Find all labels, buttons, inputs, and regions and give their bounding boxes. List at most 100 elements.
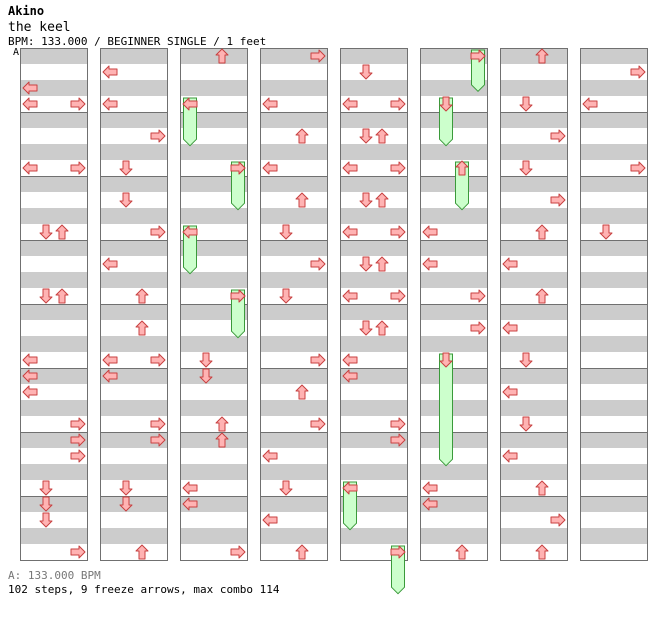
arrow-shape (390, 433, 406, 447)
freeze-arrow (391, 545, 405, 595)
arrow-right-icon (70, 449, 86, 463)
arrow-left-icon (102, 369, 118, 383)
arrow-shape (102, 97, 118, 111)
measure-line (260, 176, 328, 177)
measure-line (420, 432, 488, 433)
arrow-right-icon (390, 433, 406, 447)
freeze-arrow (183, 225, 197, 275)
measure-line (180, 112, 248, 113)
measure-line (340, 496, 408, 497)
arrow-shape (599, 224, 613, 240)
arrow-shape (39, 496, 53, 512)
arrow-shape (310, 353, 326, 367)
arrow-up-icon (375, 128, 389, 144)
arrow-right-icon (310, 257, 326, 271)
arrow-right-icon (470, 321, 486, 335)
arrow-right-icon (550, 193, 566, 207)
arrow-shape (310, 49, 326, 63)
arrow-down-icon (599, 224, 613, 240)
measure-line (420, 48, 488, 49)
measure-line (500, 432, 568, 433)
arrow-right-icon (150, 225, 166, 239)
arrow-down-icon (199, 368, 213, 384)
measure-line (340, 560, 408, 561)
arrow-shape (359, 320, 373, 336)
arrow-shape (39, 480, 53, 496)
freeze-body (231, 161, 245, 211)
arrow-left-icon (102, 65, 118, 79)
arrow-left-icon (182, 225, 198, 239)
arrow-right-icon (470, 289, 486, 303)
arrow-shape (582, 97, 598, 111)
freeze-body (439, 353, 453, 467)
arrow-up-icon (215, 432, 229, 448)
freeze-arrow (183, 97, 197, 147)
arrow-left-icon (102, 97, 118, 111)
freeze-body (183, 97, 197, 147)
arrow-right-icon (470, 49, 486, 63)
arrow-down-icon (119, 192, 133, 208)
arrow-shape (22, 97, 38, 111)
arrow-shape (519, 160, 533, 176)
arrow-left-icon (342, 161, 358, 175)
arrow-shape (295, 128, 309, 144)
arrow-right-icon (70, 417, 86, 431)
arrow-right-icon (230, 545, 246, 559)
arrow-shape (470, 321, 486, 335)
measure-line (180, 560, 248, 561)
arrow-down-icon (519, 160, 533, 176)
arrow-shape (502, 449, 518, 463)
arrow-shape (342, 353, 358, 367)
arrow-down-icon (439, 352, 453, 368)
arrow-shape (455, 160, 469, 176)
measure-line (420, 176, 488, 177)
arrow-shape (470, 49, 486, 63)
arrow-shape (502, 321, 518, 335)
arrow-down-icon (199, 352, 213, 368)
freeze-body (183, 225, 197, 275)
arrow-right-icon (310, 49, 326, 63)
arrow-left-icon (22, 161, 38, 175)
arrow-shape (39, 512, 53, 528)
measure-line (260, 48, 328, 49)
measure-line (20, 560, 88, 561)
measure-line (500, 240, 568, 241)
freeze-arrow (231, 161, 245, 211)
arrow-down-icon (39, 288, 53, 304)
arrow-shape (535, 48, 549, 64)
arrow-down-icon (279, 224, 293, 240)
arrow-left-icon (342, 481, 358, 495)
arrow-shape (342, 481, 358, 495)
arrow-down-icon (359, 192, 373, 208)
arrow-shape (535, 544, 549, 560)
arrow-shape (310, 417, 326, 431)
arrow-shape (182, 225, 198, 239)
arrow-down-icon (39, 496, 53, 512)
arrow-shape (119, 192, 133, 208)
arrow-shape (119, 160, 133, 176)
arrow-left-icon (502, 321, 518, 335)
arrow-left-icon (422, 481, 438, 495)
measure-line (20, 112, 88, 113)
arrow-left-icon (22, 97, 38, 111)
arrow-shape (70, 449, 86, 463)
arrow-down-icon (359, 128, 373, 144)
measure-line (180, 304, 248, 305)
arrow-right-icon (630, 161, 646, 175)
measure-line (180, 48, 248, 49)
arrow-down-icon (119, 480, 133, 496)
arrow-up-icon (535, 288, 549, 304)
measure-line (420, 112, 488, 113)
arrow-shape (535, 224, 549, 240)
arrow-left-icon (502, 385, 518, 399)
arrow-shape (342, 289, 358, 303)
measure-line (20, 176, 88, 177)
arrow-shape (550, 513, 566, 527)
arrow-down-icon (279, 288, 293, 304)
arrow-shape (55, 224, 69, 240)
arrow-left-icon (22, 369, 38, 383)
arrow-shape (519, 96, 533, 112)
measure-line (100, 48, 168, 49)
arrow-shape (439, 352, 453, 368)
arrow-right-icon (390, 161, 406, 175)
